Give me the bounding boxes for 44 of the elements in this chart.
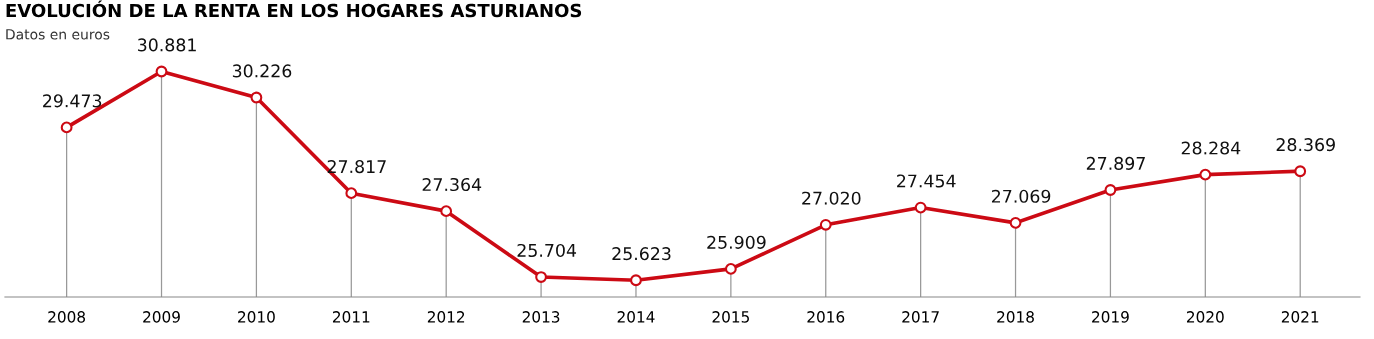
data-label: 27.897 bbox=[1086, 156, 1145, 170]
data-label: 27.364 bbox=[422, 177, 482, 192]
x-tick-label: 2015 bbox=[712, 311, 749, 323]
x-tick-label: 2012 bbox=[427, 311, 465, 323]
point bbox=[724, 263, 737, 275]
data-label: 30.881 bbox=[138, 38, 196, 52]
data-label: 27.069 bbox=[991, 189, 1051, 203]
chart-subtitle: Datos en euros bbox=[6, 29, 110, 40]
chart-title: EVOLUCIÓN DE LA RENTA EN LOS HOGARES ASTURIANOS bbox=[6, 0, 582, 18]
point bbox=[535, 271, 547, 283]
point bbox=[155, 65, 168, 78]
point bbox=[1009, 216, 1022, 229]
point bbox=[345, 187, 358, 200]
x-tick-label: 2013 bbox=[522, 311, 560, 323]
data-label: 29.473 bbox=[43, 94, 102, 108]
data-label: 25.704 bbox=[517, 243, 577, 258]
point bbox=[1294, 165, 1307, 178]
data-label: 27.817 bbox=[327, 160, 386, 174]
x-tick-label: 2019 bbox=[1092, 311, 1129, 323]
x-tick-label: 2020 bbox=[1186, 311, 1224, 323]
data-label: 28.284 bbox=[1181, 141, 1241, 155]
data-label: 30.226 bbox=[232, 64, 292, 78]
x-tick-label: 2017 bbox=[902, 311, 939, 323]
data-label: 27.020 bbox=[802, 191, 861, 205]
x-tick-label: 2016 bbox=[807, 311, 845, 323]
point bbox=[1104, 184, 1117, 196]
point bbox=[1199, 168, 1212, 181]
data-label: 25.909 bbox=[707, 235, 766, 249]
data-label: 27.454 bbox=[897, 174, 956, 188]
point bbox=[819, 218, 832, 231]
x-tick-label: 2011 bbox=[332, 311, 370, 323]
point bbox=[630, 274, 642, 287]
x-tick-label: 2010 bbox=[238, 311, 275, 323]
data-label: 28.369 bbox=[1276, 138, 1335, 152]
point bbox=[914, 201, 927, 214]
x-tick-label: 2018 bbox=[997, 311, 1034, 323]
x-tick-label: 2009 bbox=[143, 311, 180, 323]
point bbox=[440, 205, 453, 218]
x-tick-label: 2021 bbox=[1281, 311, 1319, 323]
x-tick-label: 2008 bbox=[48, 311, 86, 323]
x-tick-label: 2014 bbox=[617, 311, 655, 323]
point bbox=[60, 121, 73, 134]
point bbox=[250, 91, 263, 104]
data-label: 25.623 bbox=[612, 247, 671, 261]
